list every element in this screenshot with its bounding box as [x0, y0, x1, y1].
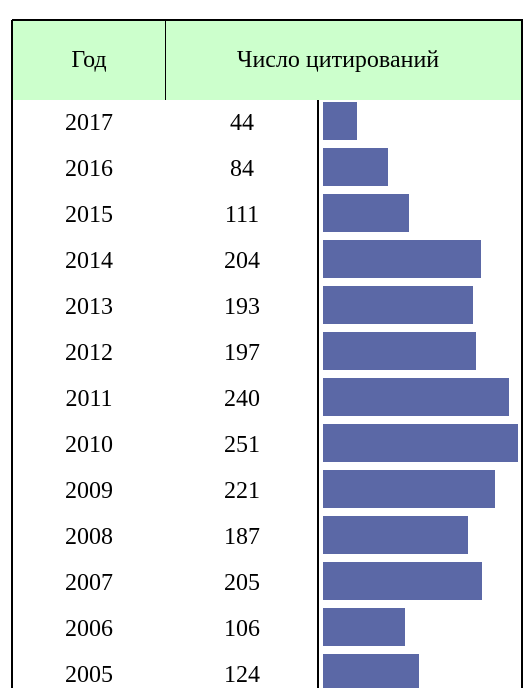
bar [323, 470, 495, 508]
year-label: 2010 [65, 432, 113, 458]
bar-column-border [317, 100, 319, 688]
right-border [521, 20, 523, 688]
value-label: 124 [224, 662, 260, 688]
bar [323, 562, 483, 600]
year-label: 2006 [65, 616, 113, 642]
year-label: 2007 [65, 570, 113, 596]
bar [323, 654, 420, 688]
bar [323, 378, 510, 416]
left-border [11, 20, 13, 688]
value-label: 205 [224, 570, 260, 596]
value-label: 187 [224, 524, 260, 550]
year-label: 2009 [65, 478, 113, 504]
bar [323, 286, 473, 324]
value-label: 106 [224, 616, 260, 642]
bar [323, 194, 410, 232]
value-label: 193 [224, 294, 260, 320]
bar [323, 240, 482, 278]
header-citations: Число цитирований [236, 47, 440, 73]
year-label: 2012 [65, 340, 113, 366]
bar [323, 516, 469, 554]
year-label: 2011 [65, 386, 113, 412]
year-label: 2008 [65, 524, 113, 550]
header-row [12, 20, 522, 100]
value-label: 84 [230, 156, 254, 182]
header-year: Год [71, 47, 107, 73]
year-label: 2015 [65, 202, 113, 228]
year-label: 2005 [65, 662, 113, 688]
value-label: 204 [224, 248, 260, 274]
year-label: 2013 [65, 294, 113, 320]
bar [323, 148, 389, 186]
bar [323, 424, 518, 462]
value-label: 251 [224, 432, 260, 458]
value-label: 111 [224, 202, 260, 228]
value-label: 44 [230, 110, 254, 136]
year-label: 2014 [65, 248, 113, 274]
year-label: 2017 [65, 110, 113, 136]
header-divider [165, 20, 166, 100]
value-label: 197 [224, 340, 260, 366]
value-label: 240 [224, 386, 260, 412]
value-label: 221 [224, 478, 260, 504]
bar [323, 102, 358, 140]
bar [323, 332, 477, 370]
bar [323, 608, 406, 646]
top-border [12, 19, 523, 21]
year-label: 2016 [65, 156, 113, 182]
